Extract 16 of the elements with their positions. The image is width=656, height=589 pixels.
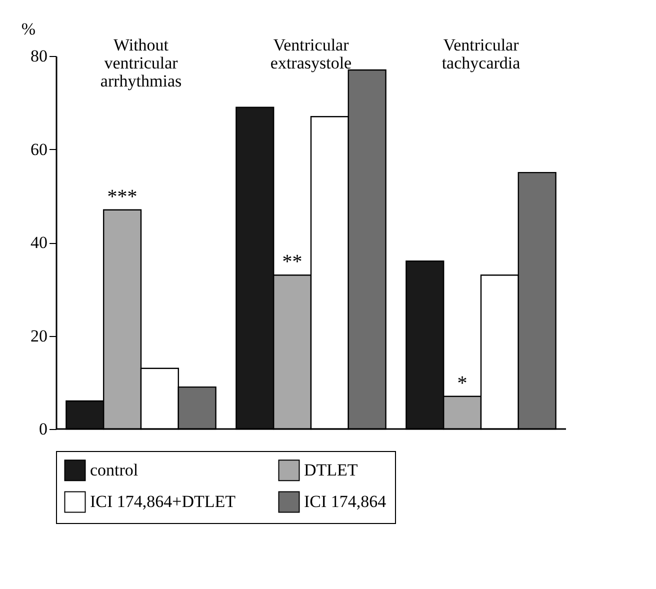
y-tick-label: 60 bbox=[30, 140, 48, 159]
y-tick-label: 40 bbox=[30, 233, 48, 252]
y-tick-label: 20 bbox=[30, 326, 48, 346]
y-axis-title: % bbox=[21, 20, 36, 38]
annotation: ** bbox=[282, 251, 302, 274]
y-tick-label: 0 bbox=[39, 420, 48, 438]
legend-label: control bbox=[90, 460, 138, 480]
x-tick-label: Ventricular extrasystole bbox=[270, 36, 352, 72]
legend-label: ICI 174,864 bbox=[304, 492, 387, 511]
legend-label: ICI 174,864+DTLET bbox=[90, 492, 236, 511]
legend-label: DTLET bbox=[304, 460, 358, 480]
annotation: * bbox=[457, 372, 468, 394]
y-tick-label: 80 bbox=[30, 46, 48, 66]
x-tick-label: Ventricular tachycardia bbox=[442, 36, 521, 72]
annotation: *** bbox=[107, 186, 138, 208]
x-tick-label: Without ventricular arrhythmias bbox=[100, 36, 182, 90]
